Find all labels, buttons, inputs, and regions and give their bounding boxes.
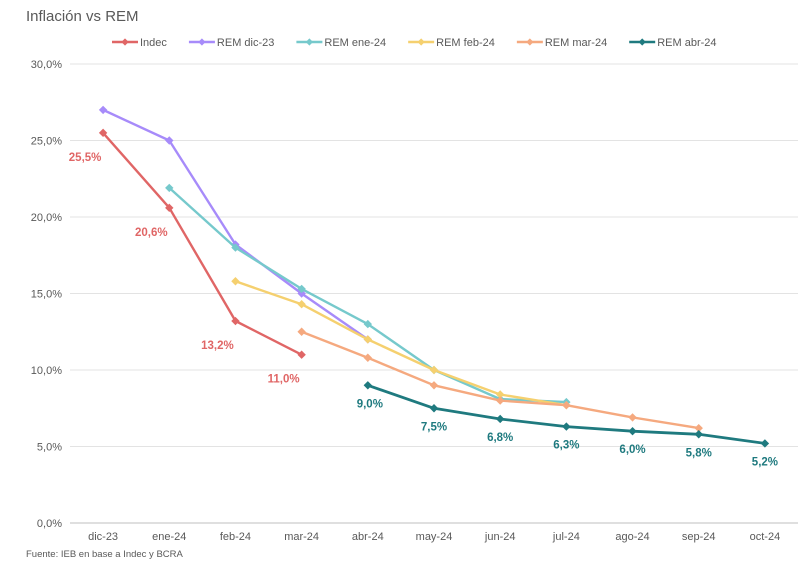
series-line-rem-dic-23 xyxy=(101,108,369,341)
data-label: 5,8% xyxy=(686,447,712,459)
x-tick-label: jul-24 xyxy=(552,531,580,543)
data-label: 5,2% xyxy=(752,456,778,468)
data-point xyxy=(98,128,108,138)
y-tick-label: 15,0% xyxy=(31,289,62,301)
data-point xyxy=(363,335,373,344)
data-point xyxy=(628,413,637,422)
legend-label: REM abr-24 xyxy=(657,37,716,49)
data-label: 7,5% xyxy=(421,421,447,433)
x-tick-label: oct-24 xyxy=(750,531,781,543)
series-lines xyxy=(98,105,770,448)
data-label: 11,0% xyxy=(268,374,300,386)
data-point xyxy=(429,404,439,413)
x-tick-label: may-24 xyxy=(416,531,453,543)
data-point xyxy=(363,353,373,362)
legend-marker xyxy=(305,38,313,46)
data-point xyxy=(165,203,174,213)
data-label: 25,5% xyxy=(69,152,102,164)
data-point xyxy=(297,284,306,294)
legend-label: Indec xyxy=(140,37,167,49)
data-label: 20,6% xyxy=(135,227,168,239)
chart-title: Inflación vs REM xyxy=(26,8,139,25)
x-tick-label: abr-24 xyxy=(352,531,384,543)
data-labels: 25,5% 20,6% 13,2% 11,0% 9,0% 7,5% 6,8% 6,3% 6,0%… xyxy=(69,152,778,469)
data-point xyxy=(429,365,439,375)
data-point xyxy=(297,300,306,309)
data-point xyxy=(297,350,306,359)
x-tick-label: mar-24 xyxy=(284,531,319,543)
data-point xyxy=(98,105,108,115)
data-point xyxy=(231,316,240,326)
data-point xyxy=(628,427,637,436)
data-point xyxy=(694,430,703,439)
legend-label: REM mar-24 xyxy=(545,37,607,49)
y-tick-label: 5,0% xyxy=(37,442,62,454)
x-tick-label: dic-23 xyxy=(88,531,118,543)
y-tick-label: 0,0% xyxy=(37,518,62,530)
y-axis-ticks: 0,0% 5,0% 10,0% 15,0% 20,0% 25,0% 30,0% xyxy=(31,59,62,530)
series-line-rem-feb-24 xyxy=(234,280,568,407)
data-point xyxy=(694,423,703,433)
data-point xyxy=(495,414,505,424)
data-point xyxy=(562,400,571,410)
legend: Indec REM dic-23 REM ene-24 REM feb-24 REM m… xyxy=(112,37,717,49)
source-note: Fuente: IEB en base a Indec y BCRA xyxy=(26,549,183,560)
data-point xyxy=(165,183,174,193)
x-tick-label: ago-24 xyxy=(615,531,649,543)
legend-label: REM feb-24 xyxy=(436,37,495,49)
x-tick-label: ene-24 xyxy=(152,531,186,543)
data-point xyxy=(363,319,373,329)
data-point xyxy=(231,277,240,286)
y-tick-label: 10,0% xyxy=(31,365,62,377)
legend-marker xyxy=(121,38,129,46)
legend-label: REM ene-24 xyxy=(324,37,386,49)
data-point xyxy=(429,381,439,390)
data-point xyxy=(297,289,306,298)
data-point xyxy=(165,136,174,145)
x-tick-label: sep-24 xyxy=(682,531,716,543)
data-point xyxy=(760,439,770,448)
data-label: 6,3% xyxy=(553,440,579,452)
y-tick-label: 30,0% xyxy=(31,59,62,71)
legend-label: REM dic-23 xyxy=(217,37,274,49)
x-tick-label: feb-24 xyxy=(220,531,251,543)
data-label: 13,2% xyxy=(201,340,234,352)
data-point xyxy=(231,243,240,252)
x-tick-label: jun-24 xyxy=(484,531,516,543)
x-axis-ticks: dic-23 ene-24 feb-24 mar-24 abr-24 may-24 jun-… xyxy=(88,531,780,543)
series-line-rem-mar-24 xyxy=(300,330,700,430)
data-point xyxy=(297,327,306,336)
data-point xyxy=(495,396,505,405)
legend-marker xyxy=(417,38,425,46)
legend-marker xyxy=(198,38,206,46)
data-label: 9,0% xyxy=(357,398,383,410)
data-point xyxy=(363,381,373,390)
series-line-rem-abr-24 xyxy=(366,383,767,445)
data-label: 6,0% xyxy=(619,444,645,456)
data-label: 6,8% xyxy=(487,432,513,444)
data-point xyxy=(562,422,571,431)
y-tick-label: 25,0% xyxy=(31,136,62,148)
legend-marker xyxy=(526,38,534,46)
series-line-indec xyxy=(101,131,303,356)
legend-marker xyxy=(638,38,646,46)
y-tick-label: 20,0% xyxy=(31,212,62,224)
data-point xyxy=(495,390,505,399)
